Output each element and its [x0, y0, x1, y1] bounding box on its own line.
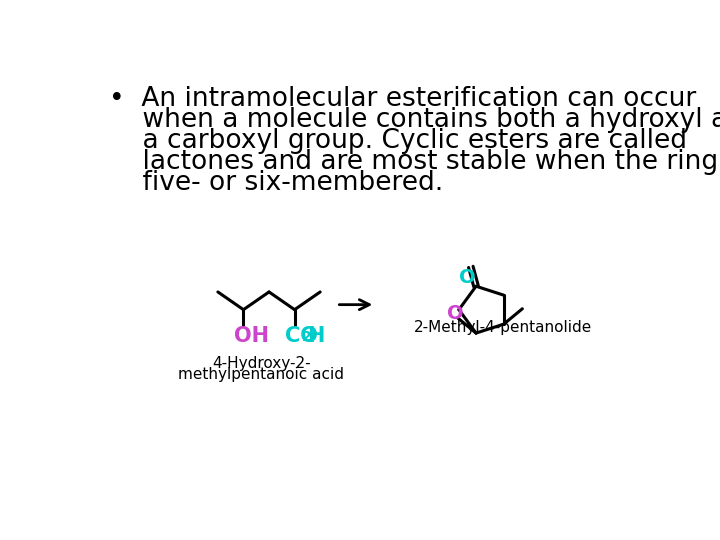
Text: 4-Hydroxy-2-: 4-Hydroxy-2-: [212, 356, 310, 371]
Text: H: H: [307, 326, 325, 346]
Text: O: O: [446, 304, 463, 323]
Text: lactones and are most stable when the ring is: lactones and are most stable when the ri…: [109, 148, 720, 175]
Text: a carboxyl group. Cyclic esters are called: a carboxyl group. Cyclic esters are call…: [109, 128, 688, 154]
Text: •  An intramolecular esterification can occur: • An intramolecular esterification can o…: [109, 86, 697, 112]
Text: 2-Methyl-4-pentanolide: 2-Methyl-4-pentanolide: [414, 320, 593, 335]
Text: five- or six-membered.: five- or six-membered.: [109, 170, 444, 195]
Text: methylpentanoic acid: methylpentanoic acid: [179, 367, 344, 382]
Text: OH: OH: [234, 326, 269, 346]
Text: CO: CO: [285, 326, 318, 346]
Text: when a molecule contains both a hydroxyl and: when a molecule contains both a hydroxyl…: [109, 107, 720, 133]
Text: O: O: [459, 268, 476, 287]
Text: 2: 2: [302, 330, 312, 345]
